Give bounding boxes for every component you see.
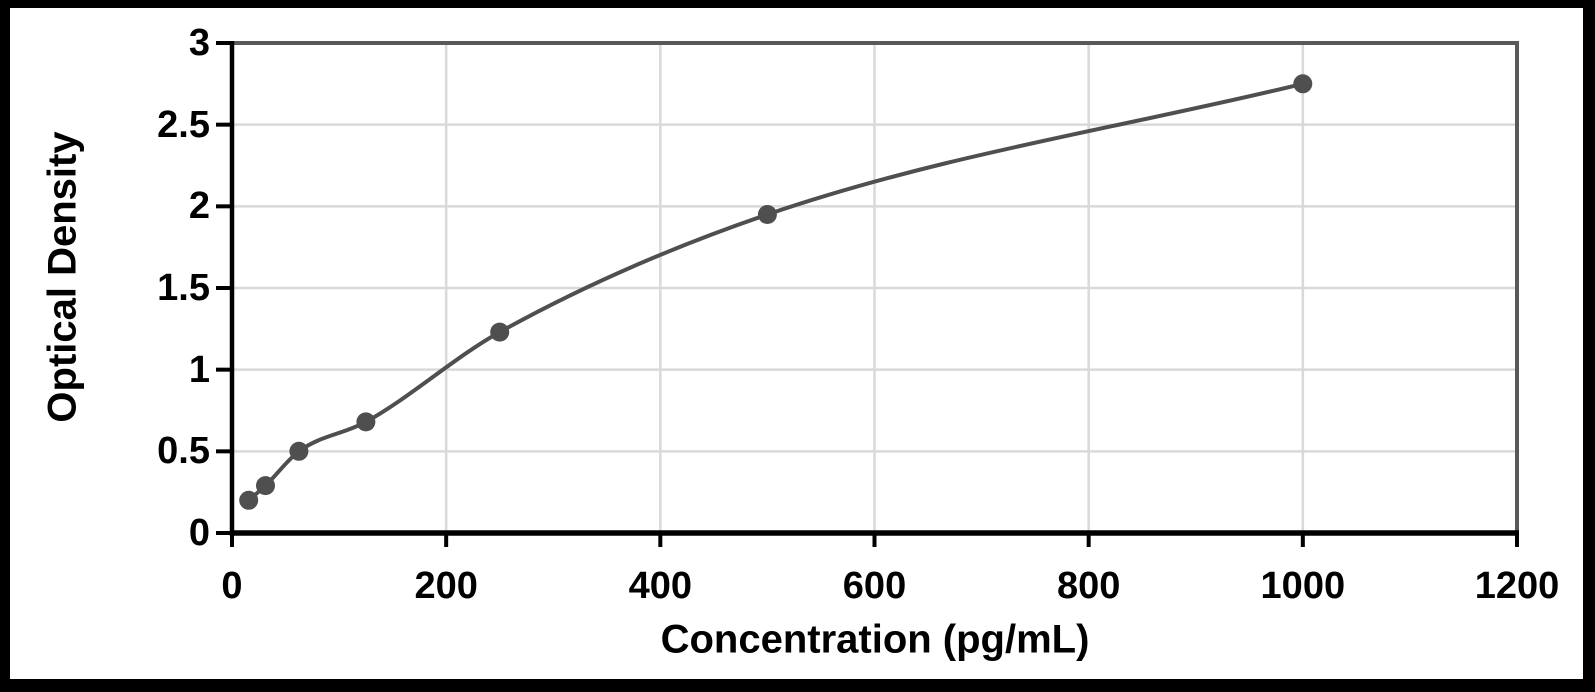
data-point <box>490 322 510 342</box>
x-tick-label: 1200 <box>1474 565 1560 607</box>
data-point <box>289 441 309 461</box>
x-tick-label: 800 <box>1056 565 1121 607</box>
data-point <box>1293 74 1313 94</box>
standard-curve-line <box>246 81 1305 503</box>
y-tick-label: 2 <box>188 185 210 228</box>
data-point <box>356 412 376 432</box>
x-tick-label: 400 <box>628 565 693 607</box>
x-tick-label: 0 <box>221 565 243 607</box>
y-axis-title: Optical Density <box>40 131 85 423</box>
data-point <box>239 490 259 510</box>
x-tick-label: 200 <box>414 565 478 607</box>
y-tick-label: 3 <box>188 22 210 64</box>
x-axis-title: Concentration (pg/mL) <box>660 617 1090 662</box>
data-point <box>256 476 275 496</box>
y-tick-label: 1.5 <box>157 267 210 309</box>
data-point <box>757 205 777 224</box>
x-tick-label: 600 <box>842 565 907 607</box>
y-tick-label: 0.5 <box>157 430 210 473</box>
y-tick-label: 0 <box>188 512 210 554</box>
y-tick-label: 1 <box>188 348 210 391</box>
y-tick-label: 2.5 <box>157 103 210 146</box>
x-tick-label: 1000 <box>1260 565 1346 607</box>
